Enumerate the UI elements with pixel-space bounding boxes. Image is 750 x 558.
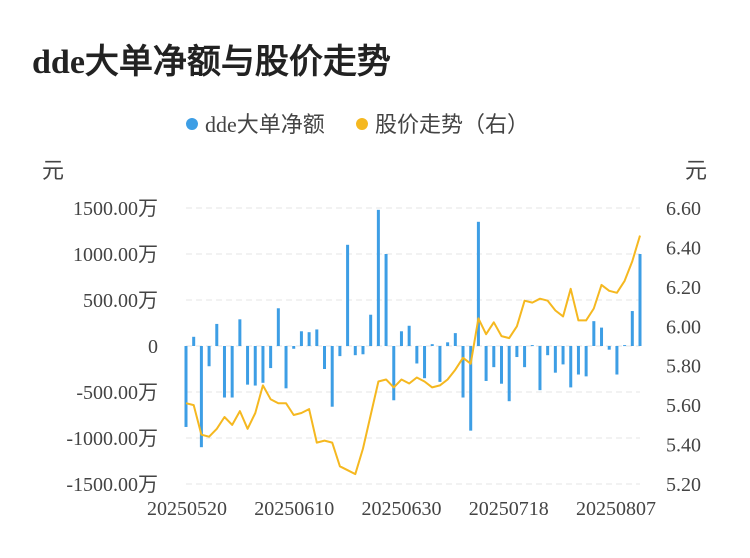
legend-item[interactable]: dde大单净额: [186, 112, 325, 137]
bar: [515, 346, 519, 358]
bar: [484, 346, 488, 381]
bar: [530, 345, 534, 347]
bar: [600, 327, 604, 346]
y-left-tick-label: 500.00万: [83, 290, 158, 312]
y-left-tick-label: -1500.00万: [66, 474, 158, 496]
legend-marker: [186, 118, 198, 130]
bar: [607, 346, 611, 350]
x-tick-label: 20250718: [469, 498, 549, 520]
y-right-unit: 元: [685, 158, 707, 183]
bar: [623, 345, 627, 347]
bar: [238, 319, 242, 346]
y-left-tick-label: -500.00万: [76, 382, 158, 404]
bar: [499, 346, 503, 384]
bar: [222, 346, 226, 398]
legend-label: 股价走势（右）: [375, 112, 529, 137]
bar: [292, 346, 296, 349]
bar: [207, 346, 211, 367]
legend-label: dde大单净额: [205, 112, 325, 137]
y-right-tick-label: 5.40: [666, 435, 701, 457]
bar: [399, 331, 403, 346]
bar: [230, 346, 234, 398]
bar: [553, 346, 557, 373]
bar: [284, 346, 288, 389]
bar: [423, 346, 427, 379]
y-axis-left: 1500.00万 1000.00万 500.00万 0 -500.00万 -1000.00…: [66, 198, 158, 496]
y-axis-right: 6.60 6.40 6.20 6.00 5.80 5.60 5.40 5.20: [666, 198, 701, 496]
bar: [315, 329, 319, 346]
x-tick-label: 20250520: [147, 498, 227, 520]
bar: [469, 346, 473, 431]
bar: [184, 346, 188, 427]
bar: [392, 346, 396, 401]
y-right-tick-label: 5.80: [666, 356, 701, 378]
bar: [476, 221, 480, 346]
legend-item[interactable]: 股价走势（右）: [356, 112, 529, 137]
y-left-tick-label: 0: [148, 336, 158, 358]
bar: [353, 346, 357, 356]
bar: [253, 346, 257, 386]
x-tick-label: 20250807: [576, 498, 656, 520]
bar: [630, 311, 634, 346]
bar: [338, 346, 342, 357]
y-left-unit: 元: [42, 158, 64, 183]
y-left-tick-label: 1000.00万: [73, 244, 158, 266]
bar: [446, 342, 450, 346]
y-left-tick-label: 1500.00万: [73, 198, 158, 220]
y-right-tick-label: 5.20: [666, 474, 701, 496]
y-left-tick-label: -1000.00万: [66, 428, 158, 450]
x-tick-label: 20250610: [254, 498, 334, 520]
bar: [615, 346, 619, 375]
bar: [199, 346, 203, 448]
y-right-tick-label: 6.40: [666, 237, 701, 259]
bar: [407, 325, 411, 346]
y-right-tick-label: 6.60: [666, 198, 701, 220]
bar: [638, 254, 642, 346]
bar: [346, 244, 350, 346]
bar: [461, 346, 465, 398]
bar: [415, 346, 419, 364]
bar: [492, 346, 496, 368]
price-line: [185, 235, 641, 476]
bar: [215, 323, 219, 346]
bar: [430, 344, 434, 346]
bar: [323, 346, 327, 369]
bar: [569, 346, 573, 388]
bar: [384, 254, 388, 346]
chart-title: dde大单净额与股价走势: [32, 44, 391, 81]
bar: [192, 336, 196, 346]
bar: [546, 346, 550, 356]
bar: [453, 333, 457, 346]
bar: [261, 346, 265, 383]
x-tick-label: 20250630: [362, 498, 442, 520]
price-line-series: [185, 235, 641, 476]
bar: [330, 346, 334, 407]
bar: [276, 308, 280, 346]
bar: [369, 314, 373, 346]
bar: [538, 346, 542, 391]
bar: [307, 332, 311, 346]
y-right-tick-label: 5.60: [666, 395, 701, 417]
bar: [584, 346, 588, 377]
bar: [361, 346, 365, 355]
bar: [438, 346, 442, 382]
bar: [592, 321, 596, 346]
bar: [376, 209, 380, 346]
bar: [246, 346, 250, 385]
bar-series: [184, 209, 642, 448]
bar: [269, 346, 273, 369]
bar: [576, 346, 580, 375]
legend[interactable]: dde大单净额 股价走势（右）: [186, 112, 529, 137]
bar: [299, 331, 303, 346]
bar: [507, 346, 511, 402]
x-axis: 20250520 20250610 20250630 20250718 20250807: [147, 498, 656, 520]
y-right-tick-label: 6.00: [666, 316, 701, 338]
bar: [561, 346, 565, 365]
legend-marker: [356, 118, 368, 130]
bar: [523, 346, 527, 368]
y-right-tick-label: 6.20: [666, 277, 701, 299]
